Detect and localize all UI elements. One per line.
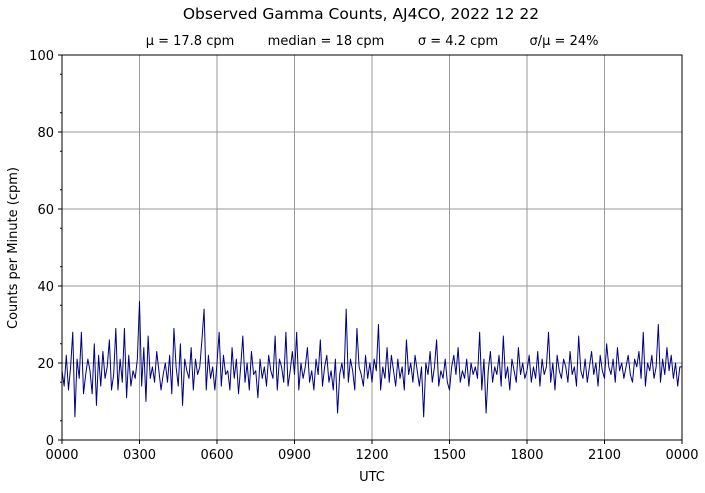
grid (62, 55, 682, 440)
x-tick-label: 1200 (355, 448, 388, 463)
subtitle-ratio: σ/μ = 24% (530, 34, 599, 49)
plot-frame (61, 54, 683, 441)
y-tick-label: 80 (37, 126, 54, 141)
x-tick-label: 0900 (278, 448, 311, 463)
x-tick-label: 0000 (45, 448, 78, 463)
x-tick-label: 1800 (510, 448, 543, 463)
y-tick-label: 100 (29, 49, 54, 64)
x-tick-label: 1500 (433, 448, 466, 463)
chart-title: Observed Gamma Counts, AJ4CO, 2022 12 22 (183, 5, 539, 23)
y-axis-label: Counts per Minute (cpm) (6, 167, 21, 329)
x-tick-label: 0000 (665, 448, 698, 463)
y-tick-label: 20 (37, 357, 54, 372)
subtitle-mean: μ = 17.8 cpm (146, 34, 235, 49)
x-axis: 0000 0300 0600 0900 1200 1500 1800 2100 0000 (45, 440, 699, 463)
series-line (61, 300, 682, 418)
y-tick-label: 60 (37, 203, 54, 218)
chart-subtitle: μ = 17.8 cpm median = 18 cpm σ = 4.2 cpm… (146, 34, 599, 49)
y-tick-label: 40 (37, 280, 54, 295)
x-tick-label: 0600 (200, 448, 233, 463)
x-axis-label: UTC (359, 470, 385, 485)
subtitle-sigma: σ = 4.2 cpm (418, 34, 498, 49)
subtitle-median: median = 18 cpm (268, 34, 385, 49)
x-tick-label: 2100 (588, 448, 621, 463)
y-axis: 0 20 40 60 80 100 (29, 49, 62, 449)
y-tick-label: 0 (46, 434, 54, 449)
x-tick-label: 0300 (123, 448, 156, 463)
